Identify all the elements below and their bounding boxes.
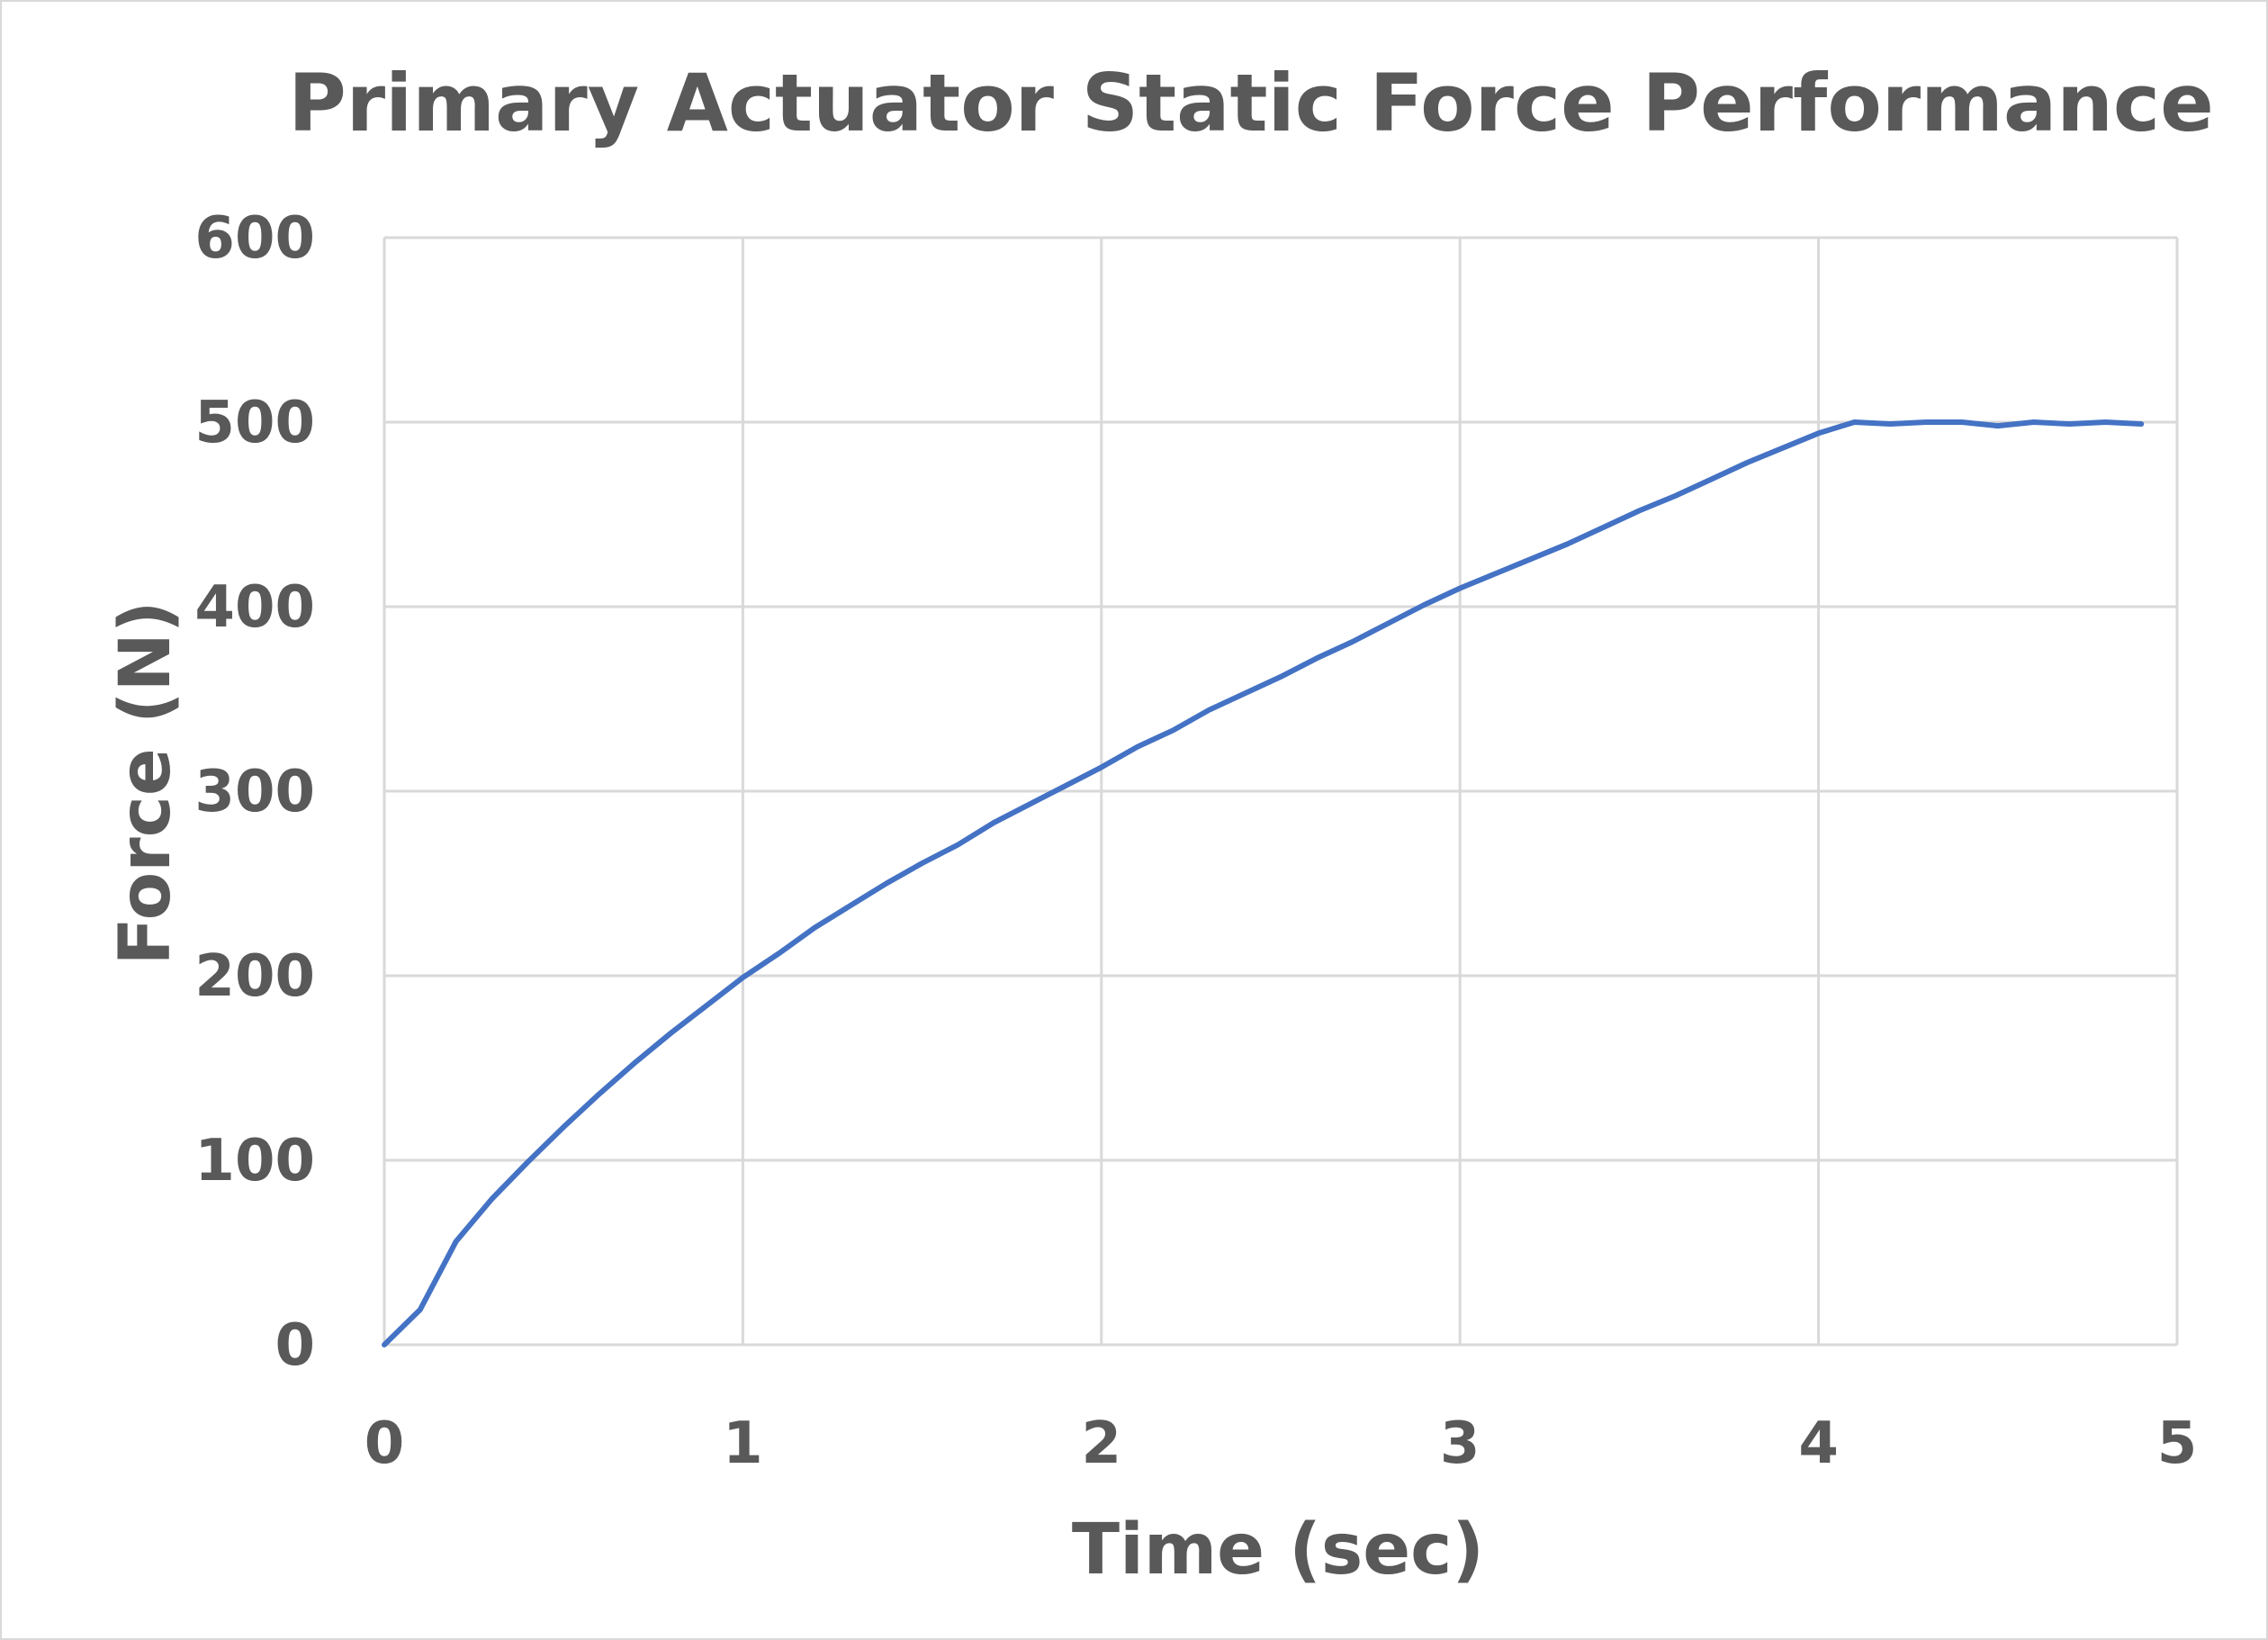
chart-title: Primary Actuator Static Force Performanc…	[288, 57, 2214, 149]
y-tick-label: 500	[194, 390, 315, 456]
y-tick-label: 0	[274, 1312, 315, 1379]
x-tick-label: 1	[723, 1410, 763, 1477]
series-layer	[382, 419, 2145, 1347]
y-tick-label: 300	[194, 759, 315, 825]
x-tick-label: 3	[1440, 1410, 1480, 1477]
y-tick-label: 100	[194, 1128, 315, 1194]
x-tick-labels: 0 1 2 3 4 5	[364, 1410, 2198, 1477]
x-tick-label: 4	[1798, 1410, 1839, 1477]
y-tick-label: 200	[194, 943, 315, 1010]
y-axis-title: Force (N)	[105, 600, 186, 965]
x-tick-label: 2	[1082, 1410, 1122, 1477]
series-line	[382, 419, 2145, 1347]
y-tick-label: 400	[194, 574, 315, 641]
y-tick-label: 600	[194, 205, 315, 272]
x-tick-label: 0	[364, 1410, 405, 1477]
grid-lines	[382, 236, 2179, 1347]
x-axis-title: Time (sec)	[1072, 1509, 1484, 1590]
y-tick-labels: 0 100 200 300 400 500 600	[194, 205, 315, 1379]
x-tick-label: 5	[2157, 1410, 2198, 1477]
